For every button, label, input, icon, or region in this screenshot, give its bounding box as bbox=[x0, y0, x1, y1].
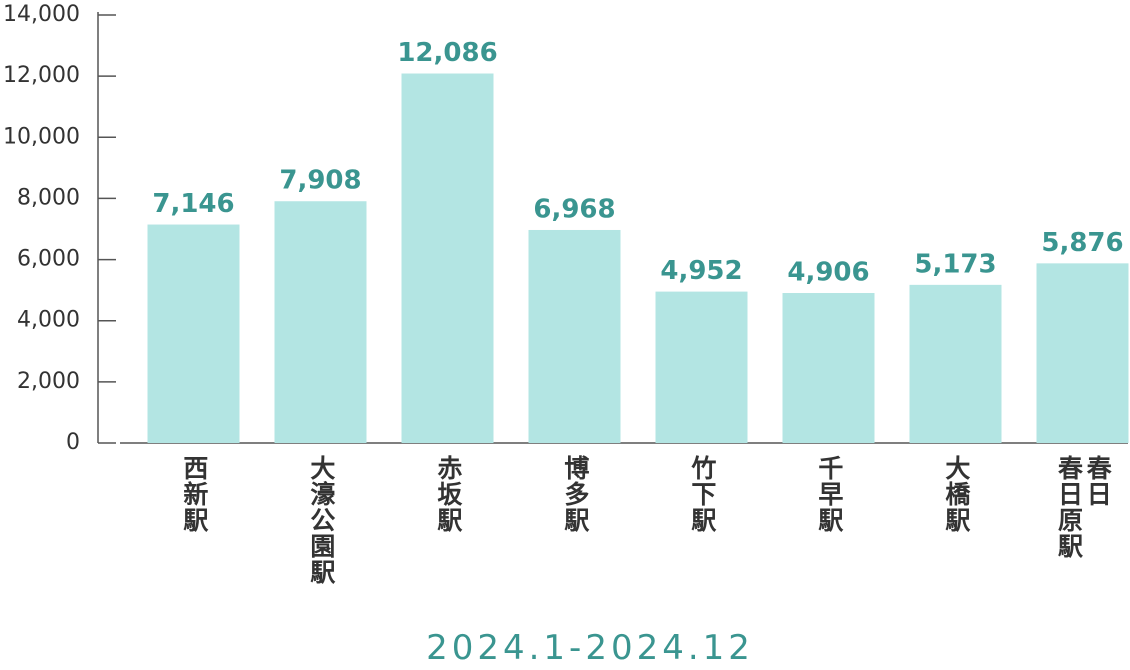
bar bbox=[147, 224, 240, 443]
y-tick-label: 14,000 bbox=[3, 2, 80, 27]
bar bbox=[528, 229, 621, 443]
y-tick-label: 2,000 bbox=[17, 369, 80, 394]
y-tick-label: 0 bbox=[66, 430, 80, 455]
y-tick-label: 4,000 bbox=[17, 308, 80, 333]
value-label: 4,952 bbox=[660, 256, 742, 286]
value-label: 4,906 bbox=[787, 258, 869, 288]
y-tick-label: 12,000 bbox=[3, 63, 80, 88]
x-tick-label: 大濠公園駅 bbox=[306, 455, 336, 585]
bar bbox=[1036, 263, 1129, 443]
y-tick-label: 10,000 bbox=[3, 124, 80, 149]
x-tick-label: 竹下駅 bbox=[687, 455, 717, 533]
y-tick-label: 6,000 bbox=[17, 247, 80, 272]
x-axis-title: 2024.1-2024.12 bbox=[426, 628, 754, 668]
x-tick-label: 大橋駅 bbox=[941, 455, 971, 533]
x-tick-label: 春日 春日原駅 bbox=[1054, 455, 1113, 559]
bar bbox=[909, 284, 1002, 443]
value-label: 5,173 bbox=[914, 249, 996, 279]
bar bbox=[655, 291, 748, 443]
value-label: 5,876 bbox=[1041, 228, 1123, 258]
y-tick-label: 8,000 bbox=[17, 185, 80, 210]
value-label: 7,146 bbox=[152, 189, 234, 219]
value-label: 12,086 bbox=[397, 38, 497, 68]
x-tick-label: 千早駅 bbox=[814, 455, 844, 533]
value-label: 7,908 bbox=[279, 166, 361, 196]
value-label: 6,968 bbox=[533, 194, 615, 224]
bar bbox=[401, 73, 494, 443]
bar bbox=[274, 201, 367, 443]
x-tick-label: 博多駅 bbox=[560, 455, 590, 533]
x-tick-label: 赤坂駅 bbox=[433, 455, 463, 533]
x-tick-label: 西新駅 bbox=[179, 455, 209, 533]
bar bbox=[782, 293, 875, 443]
